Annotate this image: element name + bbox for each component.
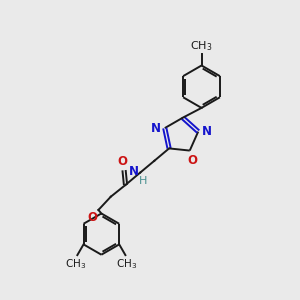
Text: O: O (187, 154, 197, 167)
Text: CH$_3$: CH$_3$ (65, 257, 86, 271)
Text: O: O (118, 155, 128, 168)
Text: N: N (128, 166, 139, 178)
Text: O: O (87, 212, 97, 224)
Text: CH$_3$: CH$_3$ (116, 257, 137, 271)
Text: N: N (151, 122, 161, 135)
Text: H: H (139, 176, 147, 186)
Text: CH$_3$: CH$_3$ (190, 39, 213, 53)
Text: N: N (202, 125, 212, 138)
